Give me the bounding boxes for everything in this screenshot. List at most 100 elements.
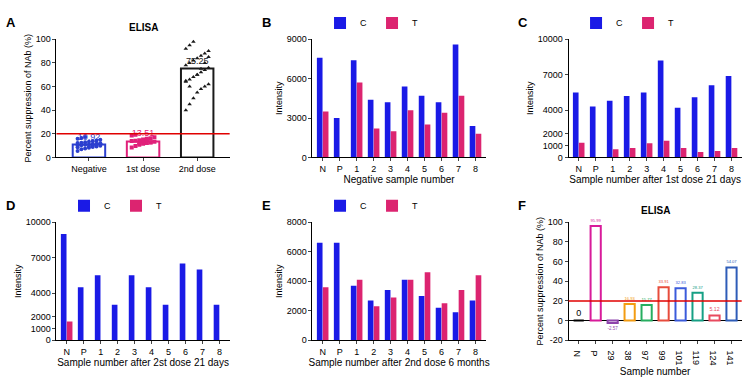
svg-text:T: T (412, 201, 418, 211)
svg-text:75.25: 75.25 (186, 56, 209, 66)
svg-text:7000: 7000 (31, 253, 51, 263)
svg-text:15.77: 15.77 (642, 297, 653, 302)
svg-text:8: 8 (473, 164, 478, 174)
svg-text:3000: 3000 (287, 113, 307, 123)
svg-text:4: 4 (661, 164, 666, 174)
svg-text:1st dose: 1st dose (126, 164, 160, 174)
svg-text:101: 101 (674, 351, 684, 366)
svg-text:80: 80 (41, 58, 51, 68)
svg-text:0: 0 (302, 153, 307, 163)
svg-text:6: 6 (695, 164, 700, 174)
svg-text:2: 2 (371, 164, 376, 174)
svg-text:6: 6 (439, 347, 444, 357)
svg-text:1000: 1000 (543, 141, 563, 151)
svg-text:6: 6 (439, 164, 444, 174)
svg-text:Intensity: Intensity (274, 264, 284, 298)
svg-text:141: 141 (725, 351, 735, 366)
svg-text:7: 7 (200, 347, 205, 357)
svg-text:C: C (518, 15, 528, 30)
svg-text:2nd dose: 2nd dose (179, 164, 216, 174)
svg-text:32.83: 32.83 (675, 280, 686, 285)
svg-text:Sample number after 2nd dose 6: Sample number after 2nd dose 6 months (308, 357, 489, 368)
svg-text:T: T (412, 18, 418, 28)
svg-text:9000: 9000 (287, 34, 307, 44)
svg-text:6000: 6000 (287, 247, 307, 257)
svg-text:1: 1 (354, 164, 359, 174)
svg-text:95.99: 95.99 (591, 218, 602, 223)
svg-text:5: 5 (422, 347, 427, 357)
svg-text:Intensity: Intensity (13, 264, 23, 298)
svg-text:13.51: 13.51 (132, 128, 155, 138)
svg-text:P: P (81, 347, 87, 357)
svg-text:3: 3 (388, 164, 393, 174)
svg-text:97: 97 (640, 351, 650, 361)
svg-text:1: 1 (610, 164, 615, 174)
svg-text:Negative sample number: Negative sample number (344, 174, 456, 185)
svg-text:80: 80 (553, 237, 563, 247)
svg-text:N: N (319, 347, 326, 357)
svg-text:5: 5 (166, 347, 171, 357)
svg-text:E: E (262, 198, 271, 213)
svg-text:8000: 8000 (287, 217, 307, 227)
svg-text:N: N (319, 164, 326, 174)
svg-text:2000: 2000 (31, 312, 51, 322)
svg-text:7: 7 (712, 164, 717, 174)
svg-text:N: N (575, 164, 582, 174)
svg-text:4: 4 (405, 164, 410, 174)
svg-text:1: 1 (354, 347, 359, 357)
svg-text:Sample number after 2st dose 2: Sample number after 2st dose 21 days (57, 357, 229, 368)
svg-text:C: C (104, 201, 111, 211)
svg-text:Percent suppression of NAb (%): Percent suppression of NAb (%) (535, 217, 545, 346)
svg-text:3: 3 (388, 347, 393, 357)
svg-text:Sample number: Sample number (620, 366, 691, 377)
svg-text:0: 0 (558, 153, 563, 163)
svg-text:4000: 4000 (543, 105, 563, 115)
svg-text:4000: 4000 (31, 288, 51, 298)
svg-text:2: 2 (115, 347, 120, 357)
svg-text:10000: 10000 (538, 34, 563, 44)
svg-text:Negative: Negative (71, 164, 107, 174)
svg-text:Percent suppression of NAb (%): Percent suppression of NAb (%) (23, 34, 33, 163)
svg-text:N: N (572, 351, 582, 358)
svg-text:Sample number after 1st dose 2: Sample number after 1st dose 21 days (569, 174, 741, 185)
svg-text:C: C (360, 201, 367, 211)
svg-text:29: 29 (606, 351, 616, 361)
svg-text:-2.57: -2.57 (608, 326, 619, 331)
svg-text:4: 4 (149, 347, 154, 357)
svg-text:8: 8 (217, 347, 222, 357)
svg-text:2000: 2000 (543, 129, 563, 139)
svg-text:60: 60 (41, 82, 51, 92)
svg-text:0: 0 (46, 153, 51, 163)
svg-text:B: B (262, 15, 271, 30)
svg-text:D: D (6, 198, 15, 213)
svg-text:119: 119 (691, 351, 701, 365)
svg-text:T: T (668, 18, 674, 28)
svg-text:99: 99 (657, 351, 667, 361)
svg-text:1000: 1000 (31, 324, 51, 334)
svg-text:28.37: 28.37 (692, 285, 703, 290)
svg-text:2: 2 (371, 347, 376, 357)
svg-text:C: C (360, 18, 367, 28)
svg-text:100: 100 (36, 34, 51, 44)
svg-text:-20: -20 (550, 335, 563, 345)
svg-text:0: 0 (558, 316, 563, 326)
svg-text:6: 6 (183, 347, 188, 357)
svg-text:10.92: 10.92 (78, 132, 101, 142)
svg-text:124: 124 (708, 351, 718, 366)
svg-text:5.12: 5.12 (709, 306, 719, 312)
svg-text:100: 100 (548, 217, 563, 227)
svg-text:20: 20 (553, 296, 563, 306)
svg-text:38: 38 (623, 351, 633, 361)
svg-text:40: 40 (553, 276, 563, 286)
svg-text:8: 8 (473, 347, 478, 357)
svg-text:P: P (593, 164, 599, 174)
svg-text:10000: 10000 (26, 217, 51, 227)
svg-text:40: 40 (41, 105, 51, 115)
svg-text:54.07: 54.07 (726, 259, 737, 264)
svg-text:P: P (337, 164, 343, 174)
svg-text:4: 4 (405, 347, 410, 357)
svg-text:8: 8 (729, 164, 734, 174)
svg-text:ELISA: ELISA (641, 205, 670, 216)
svg-text:0: 0 (576, 308, 581, 318)
svg-text:20: 20 (41, 129, 51, 139)
